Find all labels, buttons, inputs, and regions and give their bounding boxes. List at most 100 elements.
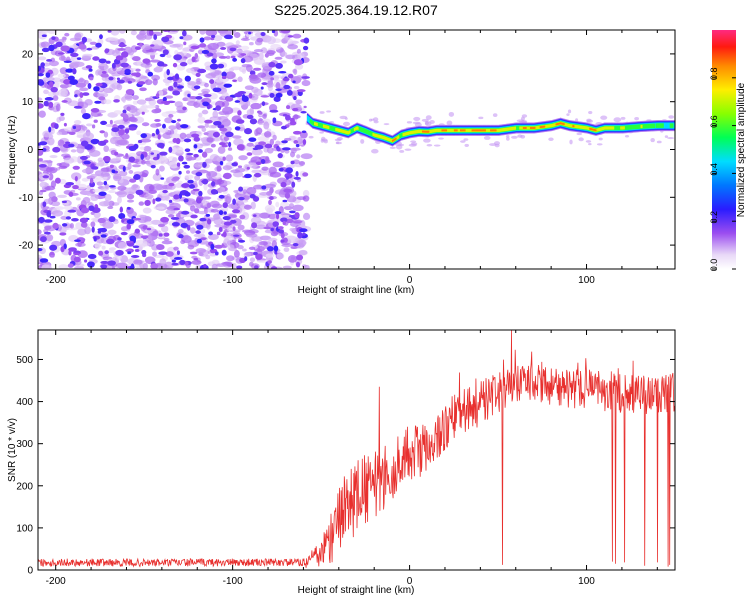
ridge-band: [437, 128, 440, 132]
noise-speckle: [76, 146, 85, 154]
ridge-halo: [426, 143, 433, 147]
noise-speckle: [90, 173, 97, 178]
noise-speckle-strong: [114, 151, 119, 156]
ridge-halo: [567, 109, 572, 114]
colorbar-tick-label: 0.2: [709, 211, 719, 224]
noise-speckle-strong: [65, 68, 74, 73]
noise-speckle: [161, 225, 169, 233]
noise-speckle-strong: [246, 166, 250, 170]
noise-speckle-strong: [93, 86, 100, 92]
noise-speckle: [212, 110, 219, 119]
ridge-band: [452, 128, 454, 132]
noise-speckle: [297, 52, 305, 59]
noise-speckle-strong: [195, 172, 203, 177]
noise-speckle-strong: [269, 196, 274, 201]
noise-speckle: [250, 102, 262, 110]
ridge-band: [489, 128, 491, 132]
ridge-band: [342, 129, 344, 133]
noise-speckle-strong: [269, 187, 274, 194]
spectrogram-xtick-label: 0: [407, 275, 413, 286]
noise-speckle-strong: [93, 236, 97, 242]
noise-speckle: [210, 124, 217, 129]
ridge-band: [499, 128, 502, 132]
ridge-band: [586, 126, 588, 130]
noise-speckle-strong: [301, 76, 310, 79]
noise-speckle: [232, 135, 242, 139]
ridge-band: [358, 126, 360, 131]
noise-speckle-strong: [124, 128, 130, 134]
noise-speckle: [149, 157, 162, 166]
noise-speckle-strong: [72, 125, 77, 130]
noise-speckle-strong: [260, 86, 264, 90]
ridge-band: [533, 126, 535, 129]
ridge-band: [641, 124, 643, 129]
noise-speckle-strong: [176, 162, 181, 167]
noise-speckle: [57, 89, 69, 97]
noise-speckle-strong: [126, 106, 131, 112]
noise-speckle: [141, 103, 148, 112]
noise-speckle-strong: [170, 216, 180, 220]
ridge-band: [395, 137, 397, 140]
ridge-band: [640, 124, 642, 129]
ridge-band: [633, 124, 635, 130]
ridge-band: [316, 122, 318, 127]
ridge-band: [636, 124, 638, 130]
noise-speckle: [103, 131, 109, 138]
ridge-halo: [483, 135, 491, 140]
ridge-band: [539, 126, 541, 129]
ridge-band: [328, 125, 330, 130]
noise-speckle-strong: [267, 260, 272, 264]
noise-speckle: [213, 35, 223, 42]
ridge-band: [577, 125, 579, 129]
noise-speckle-strong: [60, 45, 70, 52]
ridge-halo: [368, 118, 373, 122]
ridge-band: [400, 132, 402, 138]
noise-speckle-strong: [295, 171, 299, 177]
noise-speckle: [287, 44, 299, 50]
noise-speckle-strong: [231, 162, 238, 167]
ridge-band: [594, 129, 596, 132]
ridge-band: [378, 134, 380, 138]
noise-speckle-strong: [290, 246, 298, 249]
noise-speckle-strong: [95, 82, 103, 87]
noise-speckle-strong: [118, 44, 127, 48]
noise-speckle: [82, 196, 91, 204]
noise-speckle-strong: [90, 138, 100, 145]
noise-speckle-strong: [107, 260, 116, 266]
colorbar-scale: [712, 30, 736, 269]
noise-speckle: [91, 217, 100, 222]
noise-speckle-strong: [260, 32, 266, 37]
noise-speckle: [222, 165, 232, 171]
ridge-band: [311, 120, 313, 125]
ridge-halo: [438, 137, 444, 140]
ridge-band: [506, 127, 508, 131]
noise-speckle: [64, 32, 70, 37]
noise-speckle: [115, 262, 128, 269]
noise-speckle-strong: [213, 120, 222, 126]
noise-speckle-strong: [280, 217, 288, 223]
noise-speckle-strong: [289, 210, 296, 214]
ridge-band: [492, 129, 494, 132]
noise-speckle: [139, 138, 152, 143]
noise-speckle-strong: [120, 231, 128, 236]
noise-speckle-strong: [222, 202, 228, 209]
ridge-band: [498, 128, 500, 132]
noise-speckle-strong: [40, 236, 47, 243]
snr-ytick-label: 300: [16, 439, 33, 450]
noise-speckle-strong: [287, 35, 294, 38]
ridge-band: [473, 129, 475, 132]
noise-speckle-strong: [204, 119, 213, 124]
noise-speckle: [103, 87, 114, 94]
ridge-band: [321, 123, 323, 128]
noise-speckle-strong: [238, 186, 244, 192]
snr-ytick-label: 400: [16, 397, 33, 408]
noise-speckle: [169, 30, 180, 33]
ridge-band: [580, 125, 582, 129]
noise-speckle-strong: [287, 73, 294, 79]
snr-xlabel: Height of straight line (km): [298, 585, 415, 596]
noise-speckle-strong: [171, 262, 179, 266]
noise-speckle: [205, 73, 217, 79]
noise-speckle-strong: [268, 61, 276, 68]
ridge-band: [616, 125, 618, 131]
